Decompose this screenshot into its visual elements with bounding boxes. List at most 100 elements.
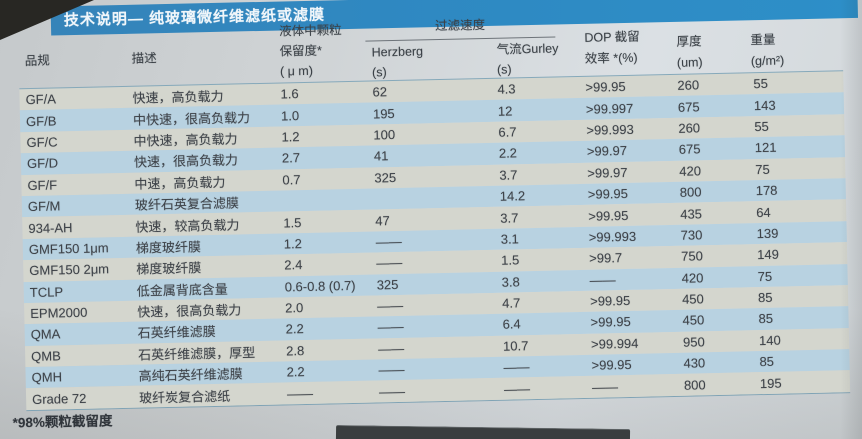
cell-weight: 64 bbox=[756, 204, 771, 220]
cell-retention bbox=[277, 199, 369, 201]
cell-dop-efficiency: >99.7 bbox=[589, 250, 623, 267]
cell-herzberg: 62 bbox=[372, 84, 388, 100]
cell-gurley: —— bbox=[503, 359, 530, 375]
header-retention-line3: ( μ m) bbox=[279, 63, 314, 79]
cell-herzberg: —— bbox=[376, 255, 403, 271]
cell-product: EPM2000 bbox=[30, 304, 88, 322]
header-retention-line1: 液体中颗粒 bbox=[279, 23, 342, 39]
cell-gurley: 6.7 bbox=[498, 124, 517, 140]
cell-thickness: 675 bbox=[678, 141, 701, 158]
header-herzberg: Herzberg bbox=[371, 44, 424, 60]
filtration-speed-underline bbox=[365, 36, 556, 42]
cell-dop-efficiency: >99.95 bbox=[591, 357, 632, 374]
cell-herzberg bbox=[369, 197, 494, 200]
cell-description: 快速，较高负载力 bbox=[135, 216, 240, 235]
cell-dop-efficiency: >99.993 bbox=[586, 121, 634, 138]
cell-weight: 75 bbox=[757, 268, 773, 284]
cell-description: 快速，高负载力 bbox=[132, 88, 224, 106]
cell-dop-efficiency: >99.993 bbox=[588, 228, 637, 245]
cell-product: GF/C bbox=[26, 134, 58, 151]
cell-gurley: 6.4 bbox=[502, 316, 521, 333]
cell-retention: 2.8 bbox=[285, 342, 305, 359]
cell-herzberg: 100 bbox=[373, 126, 396, 143]
cell-product: GF/F bbox=[27, 177, 58, 193]
cell-retention: 1.0 bbox=[280, 107, 300, 124]
cell-weight: 55 bbox=[753, 76, 769, 92]
cell-dop-efficiency: —— bbox=[591, 378, 619, 395]
cell-description: 高纯石英纤维滤膜 bbox=[138, 366, 243, 384]
header-gurley: 气流Gurley bbox=[496, 41, 559, 57]
footnote: *98%颗粒截留度 bbox=[12, 413, 113, 431]
cell-weight: 75 bbox=[755, 161, 770, 177]
cell-dop-efficiency: >99.95 bbox=[587, 186, 629, 202]
cell-description: 快速，很高负载力 bbox=[137, 302, 242, 320]
header-weight-unit: (g/m²) bbox=[750, 53, 785, 69]
cell-description: 玻纤炭复合滤纸 bbox=[138, 388, 231, 406]
cell-thickness: 800 bbox=[683, 376, 706, 393]
header-thickness-unit: (um) bbox=[676, 55, 703, 70]
cell-product: QMA bbox=[30, 326, 61, 343]
cell-weight: 85 bbox=[758, 311, 774, 327]
cell-product: 934-AH bbox=[28, 219, 73, 236]
cell-thickness: 750 bbox=[681, 248, 704, 265]
cell-weight: 85 bbox=[759, 354, 775, 370]
cell-thickness: 800 bbox=[679, 184, 702, 200]
cell-herzberg: 325 bbox=[376, 276, 399, 293]
cell-weight: 55 bbox=[754, 118, 769, 135]
cell-herzberg: 41 bbox=[373, 148, 389, 164]
cell-weight: 149 bbox=[756, 246, 780, 263]
cell-description: 石英纤维滤膜，厚型 bbox=[138, 344, 256, 363]
cell-retention: —— bbox=[286, 385, 314, 402]
table-body: GF/A 快速，高负载力 1.6 62 4.3 >99.95 260 55 GF… bbox=[19, 71, 851, 411]
cell-herzberg: —— bbox=[377, 297, 404, 314]
header-gurley-unit: (s) bbox=[496, 62, 512, 77]
cell-dop-efficiency: >99.97 bbox=[587, 164, 628, 181]
cell-weight: 85 bbox=[757, 289, 773, 306]
cell-thickness: 950 bbox=[682, 334, 705, 350]
header-weight: 重量 bbox=[750, 32, 776, 48]
cell-gurley: 3.7 bbox=[500, 209, 519, 226]
header-dop-line1: DOP 截留 bbox=[584, 29, 640, 45]
header-filtration-speed-group: 过滤速度 bbox=[434, 18, 486, 34]
cell-retention: 0.6-0.8 (0.7) bbox=[284, 277, 356, 295]
cell-description: 石英纤维滤膜 bbox=[137, 324, 216, 342]
header-thickness: 厚度 bbox=[676, 34, 702, 49]
header-retention-line2: 保留度* bbox=[279, 43, 323, 59]
cell-retention: 1.6 bbox=[280, 86, 299, 102]
cell-dop-efficiency: >99.95 bbox=[590, 314, 631, 331]
cell-product: QMB bbox=[31, 348, 61, 364]
cell-retention: 2.7 bbox=[281, 150, 301, 166]
cell-dop-efficiency: >99.95 bbox=[589, 293, 631, 309]
cell-retention: 1.5 bbox=[283, 214, 302, 231]
cell-product: QMH bbox=[31, 369, 63, 386]
cell-weight: 121 bbox=[754, 140, 777, 156]
cell-description: 快速，很高负载力 bbox=[133, 152, 239, 171]
cell-dop-efficiency: —— bbox=[589, 271, 616, 288]
cell-herzberg: 325 bbox=[374, 169, 397, 186]
cell-dop-efficiency: >99.997 bbox=[585, 100, 634, 117]
cell-weight: 140 bbox=[758, 332, 781, 349]
photo-corner-shadow bbox=[0, 0, 94, 40]
cell-thickness: 430 bbox=[683, 355, 706, 372]
cell-gurley: 3.8 bbox=[501, 274, 520, 290]
cell-product: Grade 72 bbox=[31, 390, 87, 407]
cell-gurley: —— bbox=[503, 380, 531, 397]
cell-thickness: 450 bbox=[682, 312, 705, 329]
header-product: 品规 bbox=[24, 53, 50, 69]
cell-retention: 2.2 bbox=[285, 321, 304, 337]
cell-description: 梯度玻纤膜 bbox=[136, 260, 202, 278]
cell-retention: 2.2 bbox=[286, 364, 305, 380]
header-description: 描述 bbox=[131, 51, 157, 66]
cell-dop-efficiency: >99.95 bbox=[588, 207, 629, 224]
cell-weight: 178 bbox=[755, 182, 778, 199]
cell-thickness: 730 bbox=[680, 227, 703, 243]
cell-herzberg: —— bbox=[375, 233, 402, 250]
cell-weight: 139 bbox=[756, 225, 779, 242]
cell-product: GF/M bbox=[27, 198, 61, 215]
cell-retention: 2.4 bbox=[284, 257, 303, 273]
cell-product: GF/D bbox=[26, 155, 59, 172]
cell-product: GF/B bbox=[25, 112, 57, 129]
header-dop-line2: 效率 *(%) bbox=[584, 50, 638, 66]
